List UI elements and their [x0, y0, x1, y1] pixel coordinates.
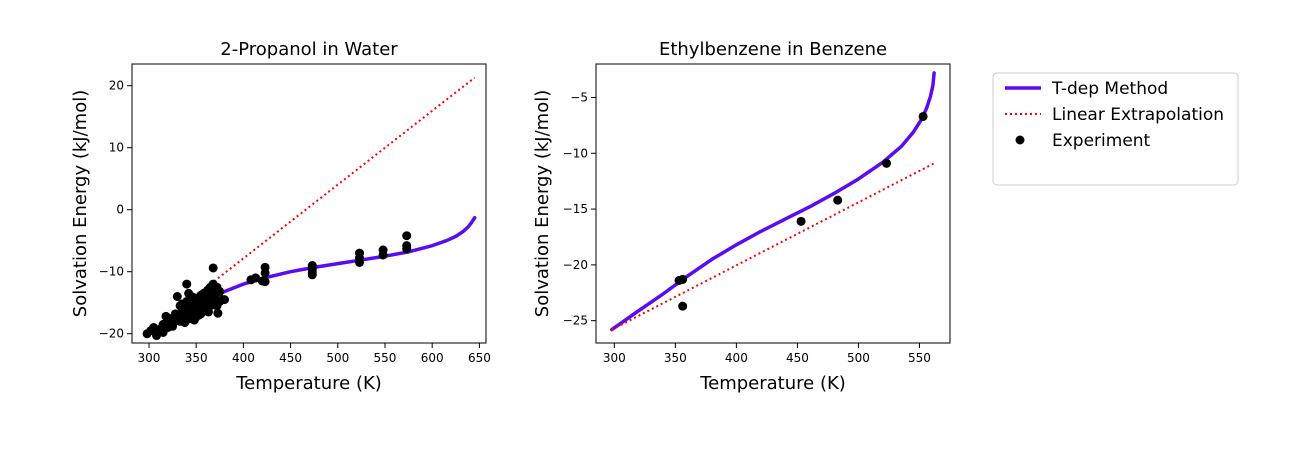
chart-panel-ethylbenzene: Ethylbenzene in Benzene Temperature (K) … — [532, 39, 951, 394]
legend: T-dep Method Linear Extrapolation Experi… — [992, 72, 1239, 186]
experiment-point — [213, 308, 223, 318]
y-tick-label: 0 — [116, 203, 124, 217]
x-tick-label: 500 — [847, 351, 870, 365]
chart-panel-2-propanol: 2-Propanol in Water Temperature (K) Solv… — [70, 39, 491, 394]
experiment-point — [833, 195, 843, 205]
y-tick-label: −15 — [563, 202, 588, 216]
experiment-point — [378, 250, 388, 260]
x-tick-label: 400 — [725, 351, 748, 365]
legend-entry-linear-extrapolation: Linear Extrapolation — [1005, 105, 1224, 125]
experiment-point — [172, 292, 182, 301]
y-tick-label: −5 — [570, 90, 588, 104]
legend-frame — [992, 72, 1239, 186]
experiment-point — [796, 216, 806, 226]
legend-label: Linear Extrapolation — [1052, 105, 1224, 125]
y-tick-label: −10 — [99, 265, 124, 279]
axis-ticks: 300 350 400 450 500 550 −25 −20 −15 −10 −5 — [563, 90, 931, 365]
experiment-point — [260, 268, 270, 278]
chart-title: 2-Propanol in Water — [220, 39, 398, 60]
experiment-point — [402, 244, 412, 254]
experiment-point — [678, 274, 688, 284]
x-tick-label: 450 — [279, 351, 302, 365]
experiment-point — [182, 279, 192, 289]
x-tick-label: 300 — [138, 351, 161, 365]
x-axis-label: Temperature (K) — [699, 373, 846, 394]
y-tick-label: −20 — [99, 327, 124, 341]
experiment-point — [208, 263, 218, 273]
y-tick-label: 20 — [109, 79, 124, 93]
x-tick-label: 550 — [908, 351, 931, 365]
legend-swatch-marker — [1015, 135, 1025, 145]
x-tick-label: 450 — [786, 351, 809, 365]
experiment-point — [215, 287, 225, 297]
experiment-point — [918, 111, 928, 121]
linear-extrapolation-line — [611, 162, 935, 331]
y-axis-label: Solvation Energy (kJ/mol) — [70, 90, 91, 317]
x-tick-label: 400 — [232, 351, 255, 365]
plot-frame — [595, 63, 951, 344]
y-tick-label: −25 — [563, 314, 588, 328]
x-tick-label: 500 — [326, 351, 349, 365]
x-tick-label: 350 — [185, 351, 208, 365]
axis-ticks: 300 350 400 450 500 550 600 650 −20 −10 0 10 20 — [99, 79, 491, 365]
legend-entry-t-dep-method: T-dep Method — [1005, 79, 1168, 99]
x-tick-label: 600 — [421, 351, 444, 365]
experiment-point — [307, 270, 317, 280]
legend-label: T-dep Method — [1051, 79, 1168, 99]
y-tick-label: −20 — [563, 258, 588, 272]
experiment-point — [402, 231, 412, 241]
chart-title: Ethylbenzene in Benzene — [659, 39, 887, 60]
y-tick-label: −10 — [563, 146, 588, 160]
x-tick-label: 650 — [468, 351, 491, 365]
x-tick-label: 300 — [603, 351, 626, 365]
experiment-point — [220, 295, 230, 305]
t-dep-method-line — [610, 71, 936, 332]
experiment-point — [882, 158, 892, 168]
y-axis-label: Solvation Energy (kJ/mol) — [532, 90, 553, 317]
series-layer — [142, 76, 477, 341]
experiment-point — [678, 301, 688, 311]
x-axis-label: Temperature (K) — [235, 373, 382, 394]
x-tick-label: 550 — [374, 351, 397, 365]
series-layer — [610, 71, 936, 332]
linear-extrapolation-line — [146, 76, 476, 335]
experiment-point — [355, 257, 364, 267]
x-tick-label: 350 — [664, 351, 687, 365]
y-tick-label: 10 — [109, 141, 124, 155]
legend-entry-experiment: Experiment — [1015, 131, 1151, 151]
plot-frame — [131, 63, 487, 344]
legend-label: Experiment — [1052, 131, 1151, 151]
experiment-point — [260, 277, 270, 287]
